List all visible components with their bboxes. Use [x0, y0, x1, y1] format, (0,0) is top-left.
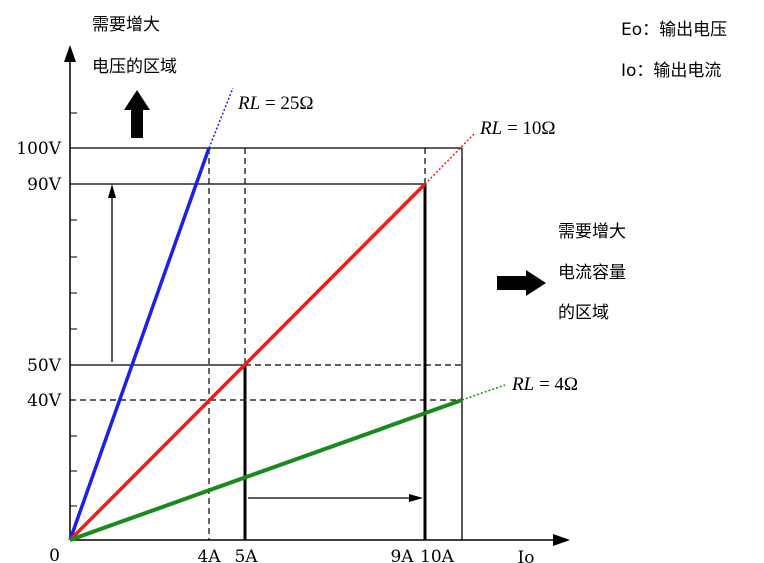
y-tick-50v: 50V: [27, 356, 62, 376]
label-25ohm: RL = 25Ω: [237, 93, 314, 114]
load-line-4ohm-extension: [461, 384, 506, 401]
y-tick-100v: 100V: [16, 139, 61, 159]
load-line-10ohm: [68, 182, 427, 542]
y-axis-arrowhead: [64, 45, 76, 62]
legend-eo: Eo：输出电压: [621, 20, 727, 40]
x-tick-10a: 10A: [420, 547, 455, 563]
load-line-25ohm: [68, 147, 211, 541]
load-line-10ohm-extension: [424, 132, 476, 185]
x-axis-arrowhead: [553, 534, 570, 546]
y-tick-90v: 90V: [27, 175, 62, 195]
current-region-line2: 电流容量: [558, 263, 626, 283]
label-10ohm: RL = 10Ω: [479, 118, 556, 139]
current-increase-arrowhead: [409, 494, 423, 502]
legend-io: Io：输出电流: [621, 61, 721, 81]
label-4ohm: RL = 4Ω: [511, 374, 578, 395]
x-axis-label: Io: [518, 548, 535, 563]
current-region-line3: 的区域: [558, 303, 609, 323]
y-tick-40v: 40V: [27, 391, 62, 411]
load-line-25ohm-extension: [208, 87, 234, 149]
voltage-region-line2: 电压的区域: [92, 57, 177, 77]
right-block-arrow-icon: [497, 270, 546, 296]
x-tick-9a: 9A: [390, 547, 414, 563]
load-line-4ohm: [69, 398, 463, 542]
x-tick-4a: 4A: [197, 547, 221, 563]
up-block-arrow-icon: [124, 90, 150, 138]
origin-label: 0: [49, 546, 60, 563]
current-region-line1: 需要增大: [558, 222, 626, 242]
voltage-increase-arrowhead: [108, 184, 116, 198]
voltage-region-line1: 需要增大: [92, 15, 160, 35]
x-tick-5a: 5A: [234, 547, 258, 563]
y-axis-ticks: [70, 112, 77, 507]
